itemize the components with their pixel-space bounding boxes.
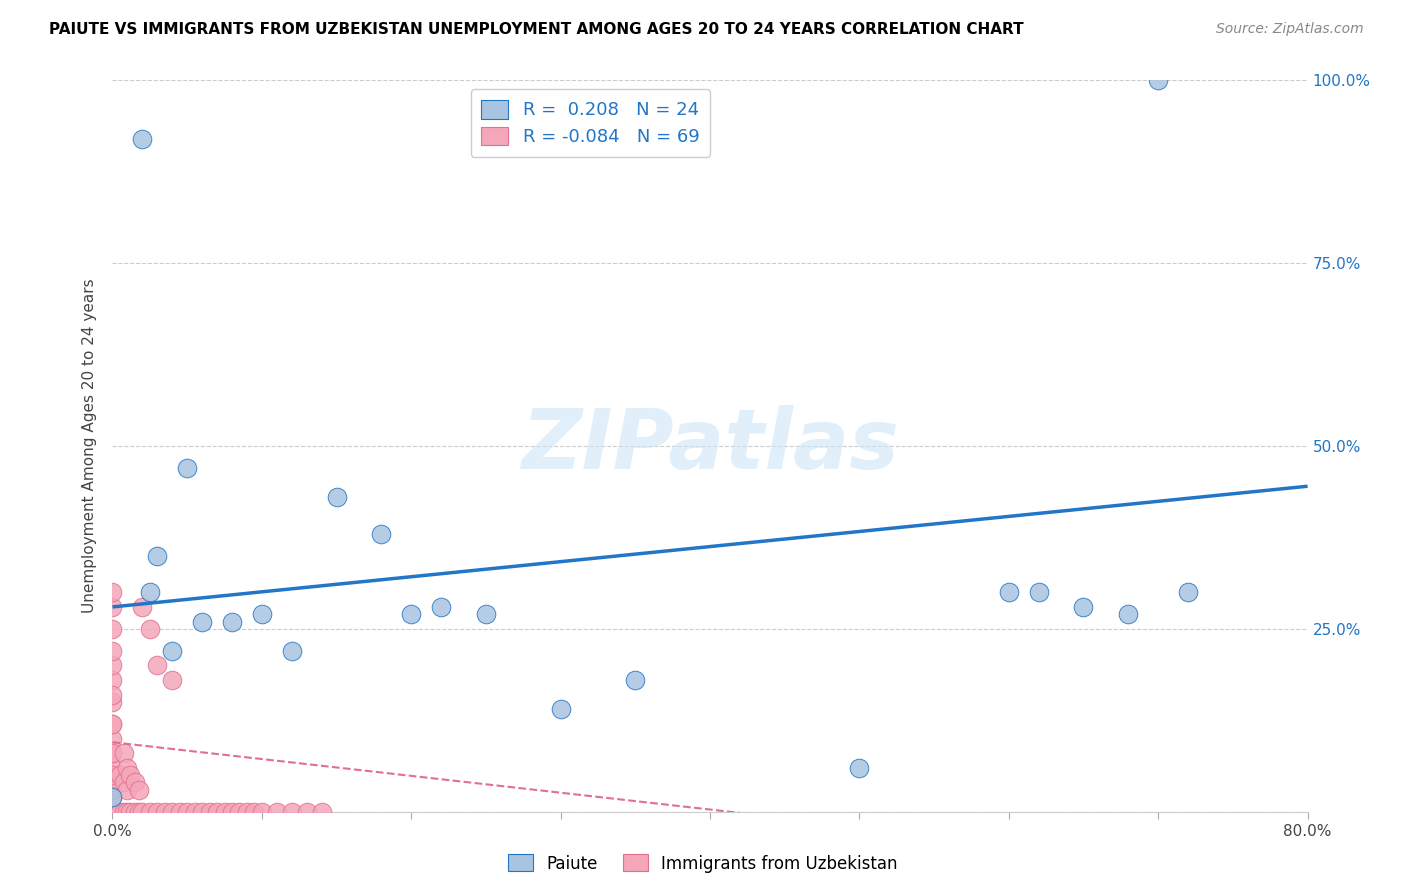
- Point: [131, 599, 153, 614]
- Point: [205, 805, 228, 819]
- Legend: R =  0.208   N = 24, R = -0.084   N = 69: R = 0.208 N = 24, R = -0.084 N = 69: [471, 89, 710, 157]
- Point: [146, 805, 169, 819]
- Point: [169, 805, 191, 819]
- Point: [101, 790, 124, 805]
- Point: [128, 805, 150, 819]
- Point: [101, 805, 124, 819]
- Point: [101, 805, 124, 819]
- Point: [101, 775, 124, 789]
- Point: [221, 615, 243, 629]
- Point: [176, 805, 198, 819]
- Point: [101, 746, 124, 760]
- Point: [176, 461, 198, 475]
- Point: [191, 805, 214, 819]
- Point: [1118, 607, 1140, 622]
- Point: [550, 702, 572, 716]
- Point: [101, 805, 124, 819]
- Point: [430, 599, 453, 614]
- Point: [401, 607, 423, 622]
- Point: [101, 688, 124, 702]
- Point: [101, 768, 124, 782]
- Point: [101, 761, 124, 775]
- Point: [281, 644, 304, 658]
- Point: [370, 526, 392, 541]
- Point: [139, 805, 162, 819]
- Point: [101, 805, 124, 819]
- Point: [120, 768, 142, 782]
- Point: [101, 805, 124, 819]
- Point: [114, 805, 135, 819]
- Point: [101, 805, 124, 819]
- Point: [162, 673, 183, 687]
- Point: [120, 805, 142, 819]
- Point: [162, 805, 183, 819]
- Point: [281, 805, 304, 819]
- Point: [124, 775, 146, 789]
- Point: [214, 805, 236, 819]
- Point: [124, 805, 146, 819]
- Point: [114, 775, 135, 789]
- Point: [236, 805, 259, 819]
- Point: [101, 717, 124, 731]
- Point: [114, 746, 135, 760]
- Point: [1147, 73, 1170, 87]
- Point: [101, 731, 124, 746]
- Point: [101, 658, 124, 673]
- Point: [101, 805, 124, 819]
- Point: [848, 761, 870, 775]
- Legend: Paiute, Immigrants from Uzbekistan: Paiute, Immigrants from Uzbekistan: [502, 847, 904, 880]
- Point: [250, 607, 273, 622]
- Point: [1028, 585, 1050, 599]
- Point: [183, 805, 205, 819]
- Point: [139, 585, 162, 599]
- Point: [108, 805, 131, 819]
- Text: PAIUTE VS IMMIGRANTS FROM UZBEKISTAN UNEMPLOYMENT AMONG AGES 20 TO 24 YEARS CORR: PAIUTE VS IMMIGRANTS FROM UZBEKISTAN UNE…: [49, 22, 1024, 37]
- Text: Source: ZipAtlas.com: Source: ZipAtlas.com: [1216, 22, 1364, 37]
- Point: [146, 658, 169, 673]
- Point: [101, 805, 124, 819]
- Point: [1177, 585, 1199, 599]
- Point: [101, 599, 124, 614]
- Point: [101, 805, 124, 819]
- Point: [139, 622, 162, 636]
- Point: [101, 790, 124, 805]
- Point: [101, 805, 124, 819]
- Point: [153, 805, 176, 819]
- Point: [475, 607, 498, 622]
- Point: [101, 673, 124, 687]
- Point: [117, 761, 139, 775]
- Point: [266, 805, 288, 819]
- Point: [108, 768, 131, 782]
- Point: [101, 622, 124, 636]
- Point: [198, 805, 221, 819]
- Point: [101, 805, 124, 819]
- Point: [162, 644, 183, 658]
- Point: [131, 805, 153, 819]
- Point: [117, 782, 139, 797]
- Y-axis label: Unemployment Among Ages 20 to 24 years: Unemployment Among Ages 20 to 24 years: [82, 278, 97, 614]
- Point: [128, 782, 150, 797]
- Point: [101, 585, 124, 599]
- Point: [101, 805, 124, 819]
- Point: [101, 717, 124, 731]
- Point: [325, 490, 347, 504]
- Point: [998, 585, 1021, 599]
- Point: [131, 132, 153, 146]
- Point: [191, 615, 214, 629]
- Point: [295, 805, 318, 819]
- Point: [101, 746, 124, 760]
- Point: [101, 782, 124, 797]
- Point: [250, 805, 273, 819]
- Point: [221, 805, 243, 819]
- Point: [117, 805, 139, 819]
- Point: [243, 805, 266, 819]
- Point: [624, 673, 647, 687]
- Point: [1073, 599, 1095, 614]
- Point: [101, 644, 124, 658]
- Point: [146, 549, 169, 563]
- Point: [311, 805, 333, 819]
- Text: ZIPatlas: ZIPatlas: [522, 406, 898, 486]
- Point: [228, 805, 250, 819]
- Point: [101, 695, 124, 709]
